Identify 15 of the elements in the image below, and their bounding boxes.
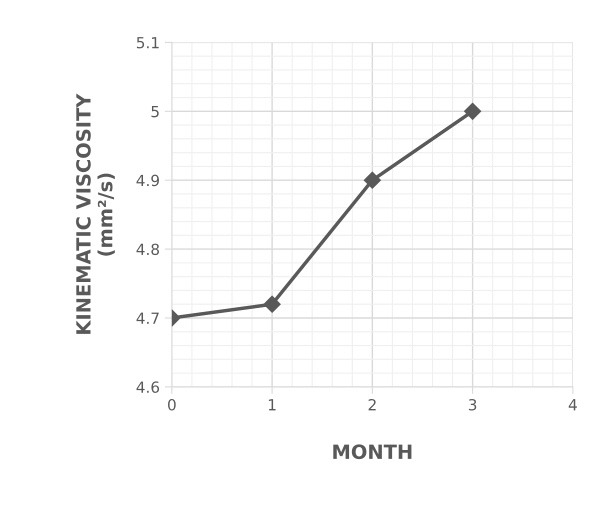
y-tick-label: 5.1	[136, 37, 159, 48]
point	[364, 172, 381, 189]
x-tick-label: 1	[268, 399, 276, 410]
y-tick-label: 4.9	[136, 174, 159, 186]
x-tick-label: 0	[168, 398, 176, 411]
y-tick-label: 5	[152, 106, 159, 118]
y-axis-title: KINEMATIC VISCOSITY (mm²/s)	[76, 93, 115, 334]
y-tick-label: 4.6	[136, 381, 160, 393]
x-axis-title: MONTH	[333, 444, 412, 460]
x-tick-label: 4	[568, 399, 577, 410]
x-tick-label: 3	[468, 398, 476, 411]
y-tick-label: 4.8	[136, 244, 160, 256]
y-tick-label: 4.7	[136, 312, 159, 324]
x-tick-label: 2	[368, 398, 376, 410]
point	[464, 102, 482, 120]
